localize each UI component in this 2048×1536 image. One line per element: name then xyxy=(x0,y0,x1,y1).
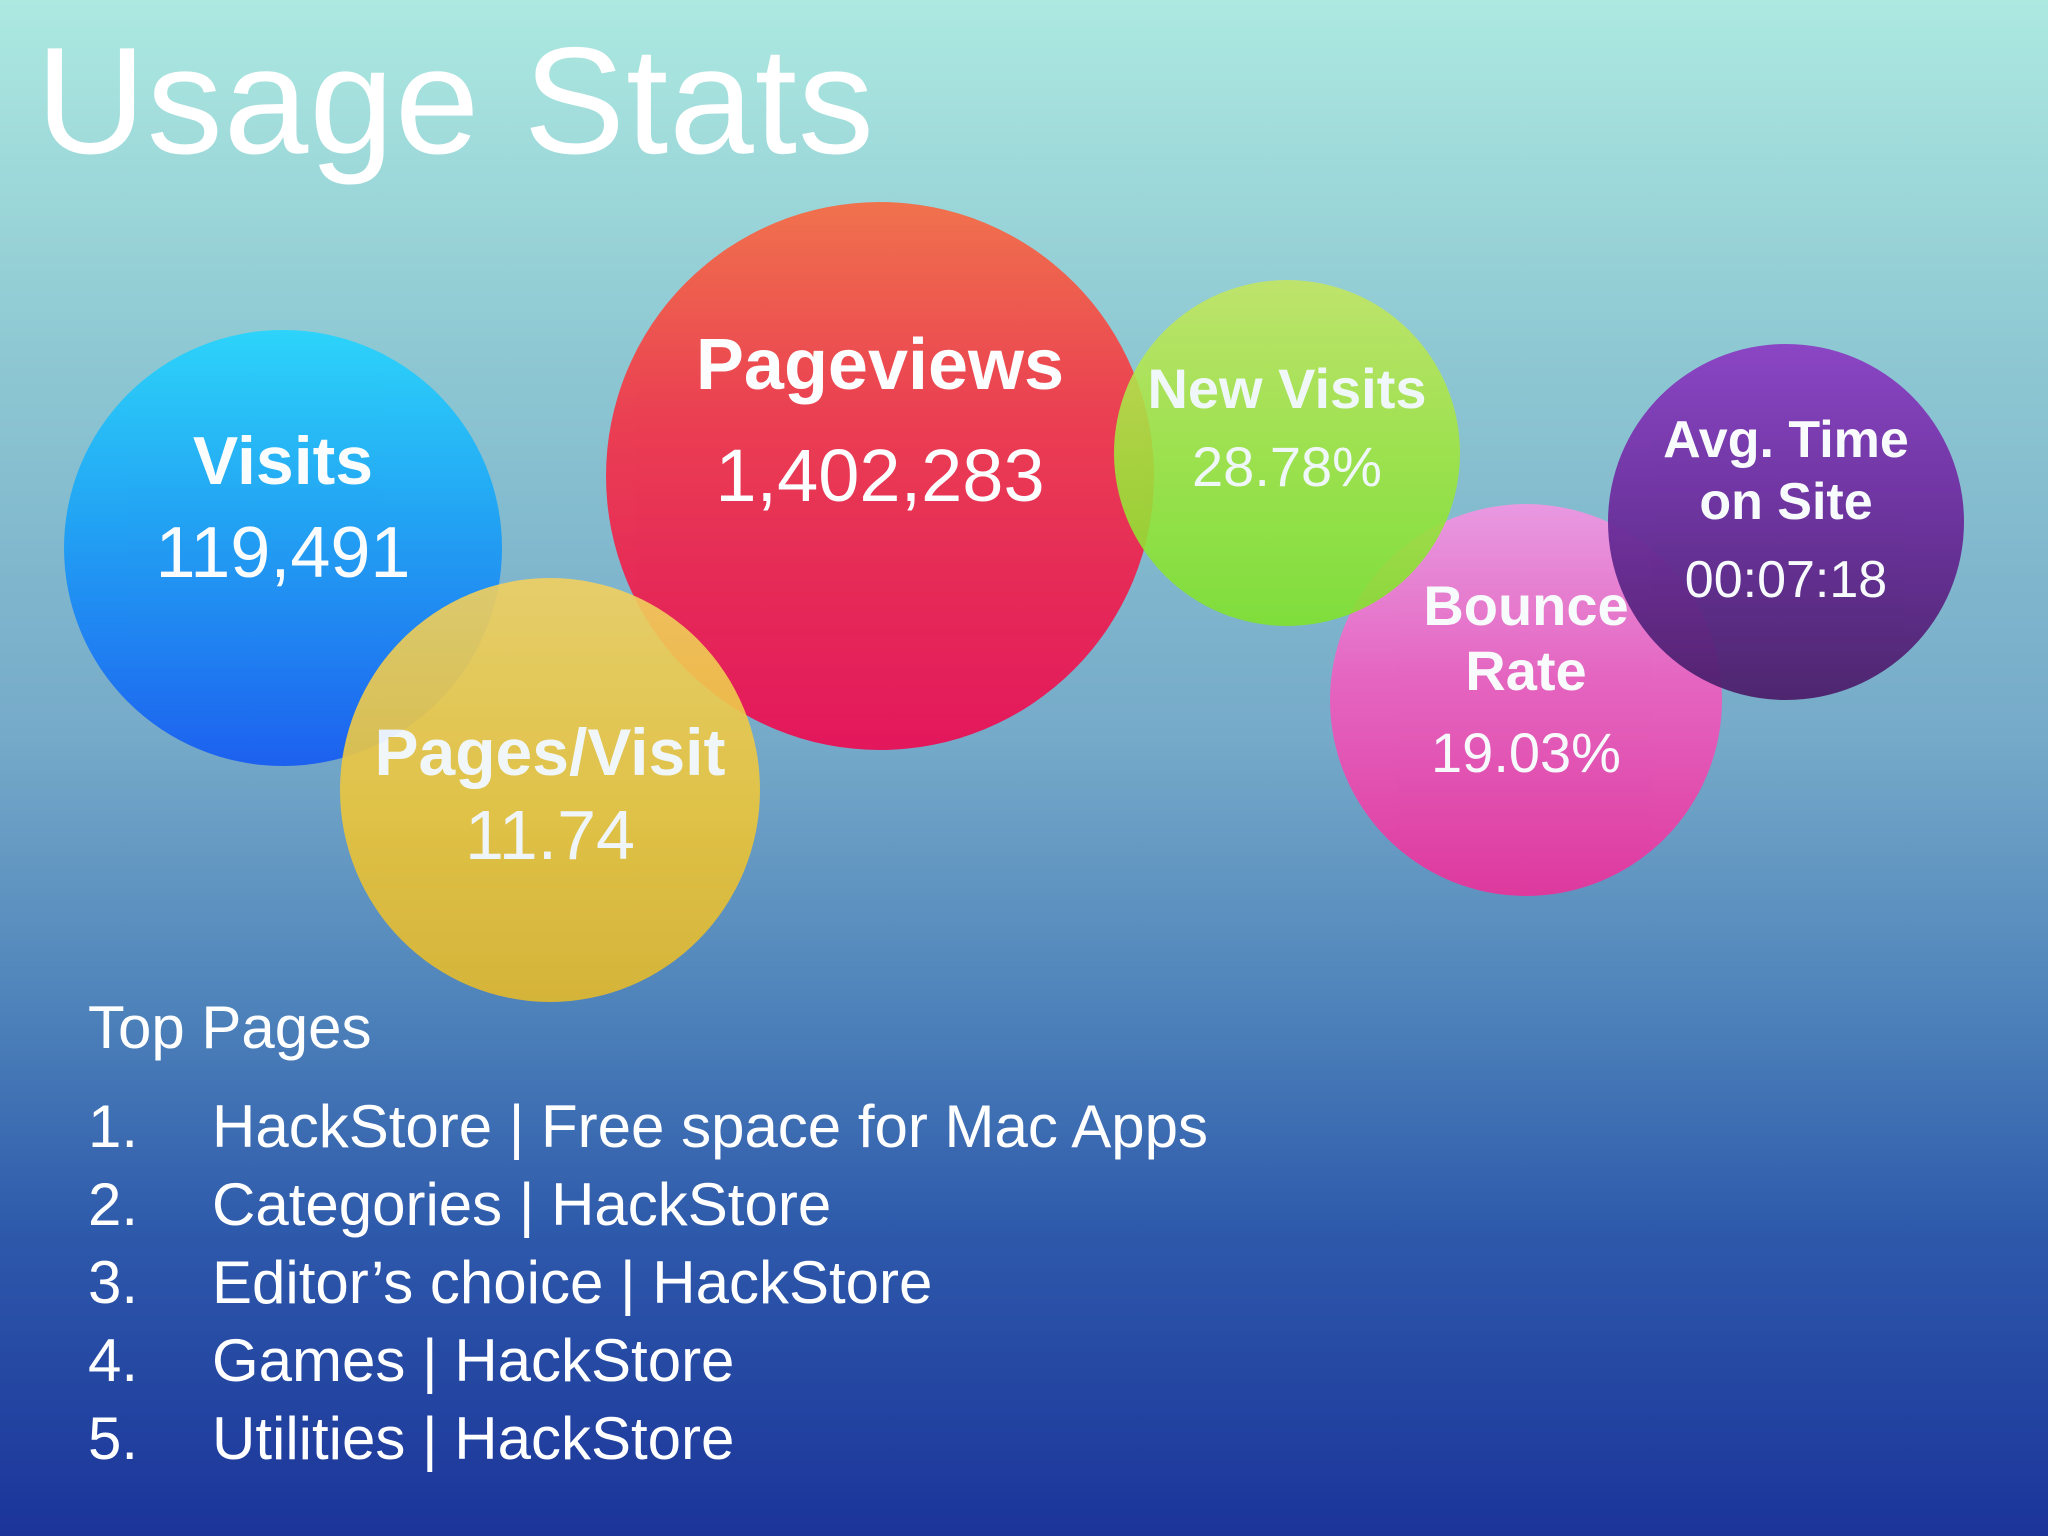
visits-value: 119,491 xyxy=(155,512,411,593)
avg-time-label-line2: on Site xyxy=(1699,473,1873,532)
pageviews-value: 1,402,283 xyxy=(715,433,1045,517)
avg-time-value: 00:07:18 xyxy=(1684,551,1888,610)
new-visits-bubble: New Visits 28.78% xyxy=(1114,280,1460,626)
visits-bubble: Visits 119,491 xyxy=(64,330,502,766)
bounce-rate-value: 19.03% xyxy=(1431,721,1621,785)
top-page-item: 1. HackStore | Free space for Mac Apps xyxy=(88,1088,1388,1166)
pages-per-visit-label: Pages/Visit xyxy=(374,714,726,789)
top-page-item: 2. Categories | HackStore xyxy=(88,1166,1388,1244)
pageviews-label: Pageviews xyxy=(695,325,1065,406)
top-page-number: 3. xyxy=(88,1249,139,1316)
top-pages-section: Top Pages 1. HackStore | Free space for … xyxy=(88,992,1388,1478)
pages-per-visit-value: 11.74 xyxy=(465,795,635,874)
avg-time-bubble: Avg. Time on Site 00:07:18 xyxy=(1608,344,1964,700)
top-page-number: 2. xyxy=(88,1171,139,1238)
top-page-item: 5. Utilities | HackStore xyxy=(88,1400,1388,1478)
top-page-title: Editor’s choice | HackStore xyxy=(212,1249,933,1316)
top-page-number: 4. xyxy=(88,1327,139,1394)
top-pages-list: 1. HackStore | Free space for Mac Apps 2… xyxy=(88,1088,1388,1478)
visits-label: Visits xyxy=(192,422,374,499)
top-page-item: 3. Editor’s choice | HackStore xyxy=(88,1244,1388,1322)
top-page-number: 1. xyxy=(88,1093,139,1160)
top-page-number: 5. xyxy=(88,1405,139,1472)
bounce-rate-label-line1: Bounce xyxy=(1423,574,1629,638)
top-page-title: HackStore | Free space for Mac Apps xyxy=(212,1093,1209,1160)
top-page-title: Categories | HackStore xyxy=(212,1171,832,1238)
top-pages-heading: Top Pages xyxy=(88,994,372,1061)
top-page-title: Utilities | HackStore xyxy=(212,1405,735,1472)
new-visits-value: 28.78% xyxy=(1192,435,1382,498)
avg-time-label: Avg. Time on Site xyxy=(1663,409,1909,534)
pages-per-visit-bubble: Pages/Visit 11.74 xyxy=(340,578,760,1002)
page-title: Usage Stats xyxy=(36,16,875,186)
bounce-rate-label-line2: Rate xyxy=(1465,638,1587,702)
top-page-item: 4. Games | HackStore xyxy=(88,1322,1388,1400)
avg-time-label-line1: Avg. Time xyxy=(1663,410,1909,469)
new-visits-label: New Visits xyxy=(1147,356,1427,420)
top-page-title: Games | HackStore xyxy=(212,1327,735,1394)
bounce-rate-label: Bounce Rate xyxy=(1423,574,1628,703)
